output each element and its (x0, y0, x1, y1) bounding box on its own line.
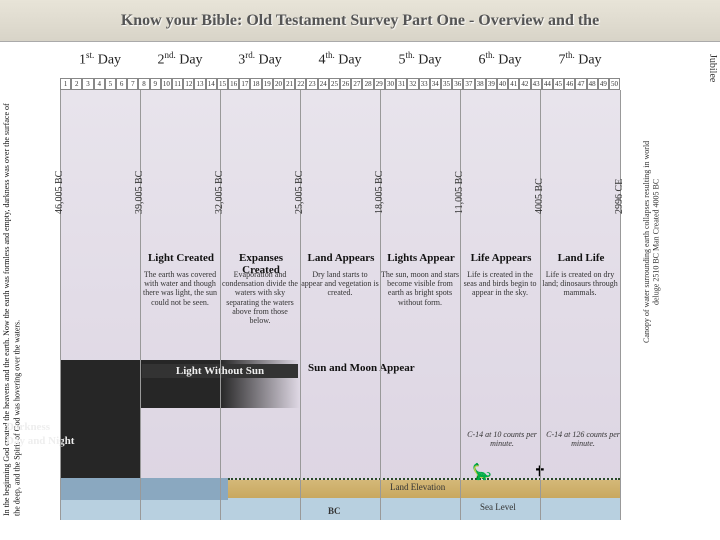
jubilee-number-row: 1234567891011121314151617181920212223242… (60, 78, 620, 90)
jubilee-cell: 32 (407, 78, 418, 90)
section-description: The sun, moon and stars become visible f… (381, 270, 459, 307)
jubilee-cell: 33 (419, 78, 430, 90)
jubilee-cell: 29 (374, 78, 385, 90)
jubilee-cell: 3 (82, 78, 93, 90)
jubilee-cell: 37 (463, 78, 474, 90)
jubilee-cell: 17 (239, 78, 250, 90)
darkness-label: DarknessDay and Night (6, 420, 116, 449)
canopy-note: Canopy of water surrounding earth collap… (642, 132, 712, 352)
bc-indicator: BC (328, 506, 341, 516)
jubilee-cell: 19 (262, 78, 273, 90)
jubilee-cell: 47 (575, 78, 586, 90)
vegetation-line (228, 474, 620, 480)
c14-label-b: C-14 at 126 counts per minute. (546, 430, 620, 448)
c14-label-a: C-14 at 10 counts per minute. (466, 430, 538, 448)
day-header-6: 6th. Day (460, 50, 540, 78)
jubilee-cell: 1 (60, 78, 71, 90)
dinosaur-icon: 🦕 (472, 462, 492, 482)
jubilee-cell: 15 (217, 78, 228, 90)
sea-over-land (60, 478, 228, 500)
jubilee-cell: 44 (542, 78, 553, 90)
jubilee-cell: 48 (587, 78, 598, 90)
sea-level-label: Sea Level (480, 502, 516, 512)
day-header-3: 3rd. Day (220, 50, 300, 78)
section-description: Evaporation and condensation divide the … (221, 270, 299, 325)
jubilee-cell: 8 (138, 78, 149, 90)
jubilee-cell: 27 (351, 78, 362, 90)
jubilee-cell: 35 (441, 78, 452, 90)
jubilee-cell: 39 (486, 78, 497, 90)
bc-date-label: 32,005 BC (214, 144, 225, 214)
chart-body: DarknessDay and Night Light Without Sun … (60, 90, 620, 520)
sun-moon-label: Sun and Moon Appear (308, 362, 415, 374)
creation-chart: Jubilee 1st. Day2nd. Day3rd. Day4th. Day… (0, 42, 720, 540)
jubilee-cell: 34 (430, 78, 441, 90)
jubilee-cell: 9 (150, 78, 161, 90)
page-title: Know your Bible: Old Testament Survey Pa… (0, 0, 720, 42)
section-title: Land Appears (301, 252, 381, 264)
day-header-row: 1st. Day2nd. Day3rd. Day4th. Day5th. Day… (60, 50, 620, 78)
jubilee-cell: 6 (116, 78, 127, 90)
jubilee-cell: 23 (306, 78, 317, 90)
jubilee-cell: 28 (362, 78, 373, 90)
genesis-narrative: In the beginning God created the heavens… (0, 90, 58, 520)
jubilee-cell: 25 (329, 78, 340, 90)
section-title: Light Created (141, 252, 221, 264)
jubilee-cell: 49 (598, 78, 609, 90)
bc-date-label: 39,005 BC (134, 144, 145, 214)
jubilee-cell: 4 (94, 78, 105, 90)
jubilee-cell: 41 (508, 78, 519, 90)
section-description: The earth was covered with water and tho… (141, 270, 219, 307)
bc-date-label: 18,005 BC (374, 144, 385, 214)
jubilee-cell: 10 (161, 78, 172, 90)
jubilee-cell: 16 (228, 78, 239, 90)
section-description: Life is created in the seas and birds be… (461, 270, 539, 298)
jubilee-cell: 2 (71, 78, 82, 90)
jubilee-cell: 21 (284, 78, 295, 90)
jubilee-cell: 31 (396, 78, 407, 90)
jubilee-cell: 5 (105, 78, 116, 90)
jubilee-cell: 14 (206, 78, 217, 90)
section-title: Land Life (541, 252, 621, 264)
section-title: Lights Appear (381, 252, 461, 264)
bc-date-label: 25,005 BC (294, 144, 305, 214)
jubilee-cell: 42 (519, 78, 530, 90)
jubilee-cell: 20 (273, 78, 284, 90)
day-header-2: 2nd. Day (140, 50, 220, 78)
jubilee-cell: 7 (127, 78, 138, 90)
section-title: Life Appears (461, 252, 541, 264)
jubilee-cell: 13 (194, 78, 205, 90)
jubilee-cell: 45 (553, 78, 564, 90)
bc-date-label: 11,005 BC (454, 144, 465, 214)
section-description: Dry land starts to appear and vegetation… (301, 270, 379, 298)
jubilee-cell: 46 (564, 78, 575, 90)
land-elevation-label: Land Elevation (390, 482, 445, 492)
jubilee-cell: 50 (609, 78, 620, 90)
jubilee-cell: 22 (295, 78, 306, 90)
day-header-1: 1st. Day (60, 50, 140, 78)
jubilee-cell: 24 (318, 78, 329, 90)
day-header-7: 7th. Day (540, 50, 620, 78)
section-description: Life is created on dry land; dinosaurs t… (541, 270, 619, 298)
jubilee-cell: 30 (385, 78, 396, 90)
bc-date-label: 2996 CE (614, 144, 625, 214)
jubilee-cell: 26 (340, 78, 351, 90)
jubilee-cell: 36 (452, 78, 463, 90)
bc-date-label: 46,005 BC (54, 144, 65, 214)
jubilee-cell: 40 (497, 78, 508, 90)
jubilee-cell: 12 (183, 78, 194, 90)
jubilee-label: Jubilee (707, 54, 718, 82)
jubilee-cell: 18 (250, 78, 261, 90)
bc-date-label: 4005 BC (534, 144, 545, 214)
day-header-4: 4th. Day (300, 50, 380, 78)
jubilee-cell: 11 (172, 78, 183, 90)
jubilee-cell: 43 (531, 78, 542, 90)
day-header-5: 5th. Day (380, 50, 460, 78)
jubilee-cell: 38 (475, 78, 486, 90)
